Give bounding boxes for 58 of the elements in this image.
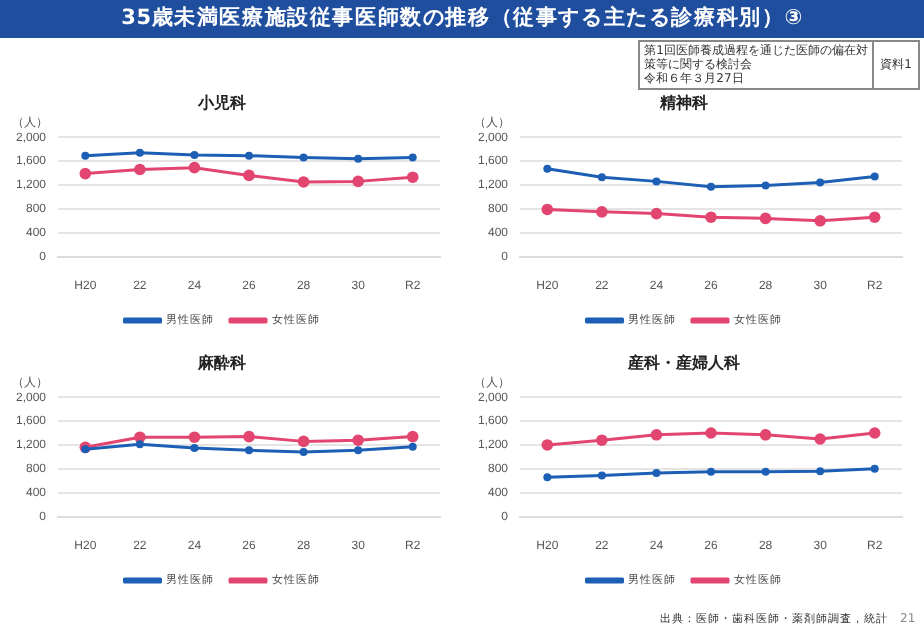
point [79,167,92,180]
point [406,171,419,183]
point [707,182,716,191]
text: 35歳未満医療施設従事医師数の推移（従事する主たる診療科別）③ [0,0,924,38]
point [761,467,770,476]
point [245,446,254,455]
point [541,439,554,451]
point [707,467,716,476]
point [816,178,825,187]
point [596,434,608,446]
point [597,173,606,182]
point [868,211,881,223]
point [354,154,363,163]
point [299,448,308,457]
point [245,151,254,160]
point [759,212,772,225]
chart-title: 産科・産婦人科 [626,351,740,372]
point [705,211,717,223]
chart-title: 麻酔科 [196,353,246,372]
point [761,181,770,190]
point [759,429,772,441]
point [870,172,879,181]
point [354,446,363,455]
point [352,175,364,188]
point [541,203,554,216]
point [650,207,663,220]
point [135,440,144,449]
point [188,161,201,174]
point [299,153,308,162]
point [190,151,199,160]
point [705,427,717,439]
point [408,442,417,451]
point [652,469,661,478]
point [543,164,552,173]
point [406,430,419,443]
point [352,434,364,446]
point [188,431,201,443]
chart-title: 小児科 [196,93,246,112]
point [868,427,881,439]
point [814,214,826,227]
point [297,435,310,448]
point [652,177,661,186]
point [596,206,608,218]
point [297,176,310,188]
point [243,430,255,443]
point [408,153,417,162]
point [135,148,144,157]
point [243,169,255,182]
chart-title: 精神科 [658,93,708,112]
point [814,433,826,445]
point [597,471,606,480]
point [650,429,663,441]
point [870,464,879,473]
point [543,473,552,482]
point [81,151,90,160]
point [134,163,146,176]
point [816,467,825,476]
point [190,443,199,452]
